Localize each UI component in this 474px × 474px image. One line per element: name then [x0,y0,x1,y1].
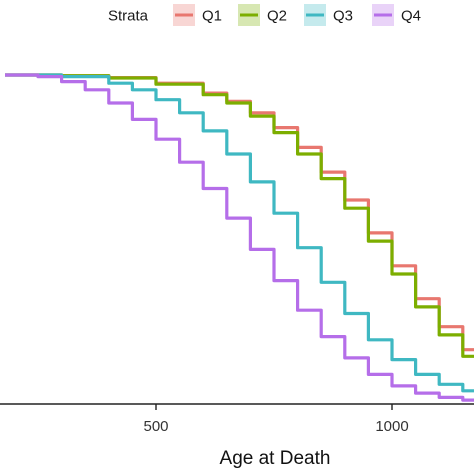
legend: Strata Q1 Q2 Q3 Q4 [108,4,421,26]
x-tick-label: 500 [143,418,168,435]
series-line-q4 [5,73,474,402]
x-axis-title: Age at Death [220,448,331,469]
x-axis-ticks: 500 1000 [143,404,409,435]
legend-label-q1: Q1 [202,8,222,25]
legend-label-q4: Q4 [401,8,421,25]
x-tick-label: 1000 [375,418,408,435]
legend-label-q2: Q2 [267,8,287,25]
series-line-q2 [5,73,474,358]
legend-title: Strata [108,8,149,25]
legend-label-q3: Q3 [333,8,353,25]
series-line-q3 [5,73,474,393]
series-line-q1 [5,73,474,352]
series-lines [5,73,474,402]
